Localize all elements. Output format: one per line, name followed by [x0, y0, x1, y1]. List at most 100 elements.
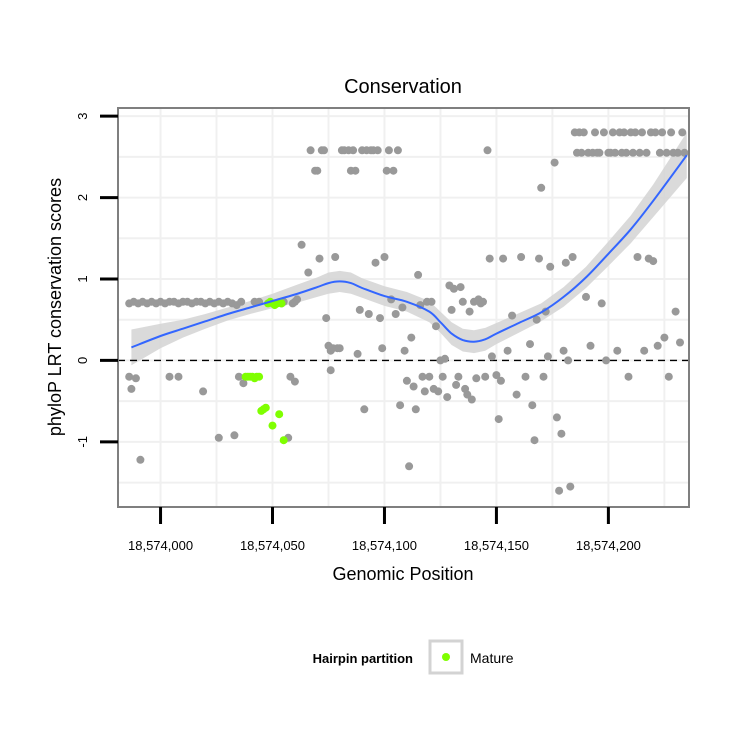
- data-point-other: [667, 128, 676, 137]
- data-point-other: [508, 311, 517, 320]
- data-point-other: [306, 146, 315, 155]
- mature-points: [241, 297, 288, 445]
- data-point-other: [456, 283, 465, 292]
- data-point-mature: [255, 372, 264, 381]
- data-point-other: [561, 258, 570, 267]
- data-point-other: [434, 387, 443, 396]
- data-point-other: [304, 268, 313, 277]
- data-point-other: [629, 148, 637, 157]
- data-point-other: [658, 128, 667, 137]
- data-point-other: [371, 258, 380, 267]
- x-tick-label: 18,574,150: [464, 538, 529, 553]
- data-point-other: [651, 128, 660, 137]
- data-point-other: [458, 297, 467, 306]
- data-point-other: [420, 387, 429, 396]
- data-point-other: [591, 128, 599, 137]
- data-point-other: [382, 166, 391, 175]
- data-point-other: [640, 346, 649, 355]
- plot-panel: [117, 107, 690, 508]
- data-point-other: [622, 148, 631, 157]
- data-point-other: [481, 372, 490, 381]
- data-point-other: [393, 146, 402, 155]
- data-point-other: [380, 253, 389, 261]
- data-point-other: [465, 307, 474, 316]
- data-point-other: [322, 314, 331, 323]
- data-point-other: [633, 253, 642, 261]
- data-point-other: [496, 376, 505, 385]
- data-point-other: [373, 146, 382, 155]
- data-point-other: [447, 305, 456, 314]
- y-tick-label: 1: [75, 275, 90, 282]
- data-point-other: [384, 146, 393, 155]
- data-point-other: [608, 128, 617, 137]
- data-point-other: [355, 305, 364, 314]
- data-point-other: [360, 405, 369, 414]
- data-point-other: [131, 374, 140, 383]
- data-point-other: [555, 486, 564, 495]
- data-point-other: [237, 297, 246, 306]
- x-tick-label: 18,574,000: [128, 538, 193, 553]
- data-point-other: [595, 148, 604, 157]
- data-point-other: [414, 270, 423, 279]
- data-point-other: [582, 292, 590, 301]
- data-point-other: [678, 128, 687, 137]
- data-point-other: [662, 148, 671, 157]
- data-point-other: [597, 299, 606, 308]
- data-point-other: [405, 462, 414, 471]
- data-point-other: [214, 433, 223, 442]
- panel-border: [117, 107, 690, 508]
- data-point-other: [635, 148, 644, 157]
- data-point-other: [517, 253, 526, 261]
- x-tick-label: 18,574,100: [352, 538, 417, 553]
- data-point-other: [378, 344, 387, 353]
- data-point-other: [512, 390, 521, 399]
- data-point-other: [485, 254, 494, 263]
- data-point-other: [530, 436, 539, 445]
- legend: Hairpin partition Mature: [313, 639, 514, 675]
- data-point-mature: [275, 410, 284, 419]
- data-point-other: [418, 372, 427, 381]
- data-point-other: [494, 415, 503, 424]
- smooth-line-path: [131, 154, 688, 349]
- smooth-trend-line: [131, 154, 688, 349]
- data-point-other: [472, 374, 481, 383]
- data-point-other: [400, 346, 409, 355]
- data-point-other: [492, 371, 501, 380]
- data-point-other: [234, 372, 243, 381]
- data-point-other: [642, 148, 651, 157]
- data-point-other: [174, 372, 183, 381]
- data-point-other: [443, 393, 452, 402]
- data-point-other: [364, 310, 373, 318]
- data-point-other: [559, 346, 568, 355]
- data-point-other: [407, 333, 416, 342]
- data-point-other: [631, 128, 640, 137]
- x-axis: 18,574,000 18,574,050 18,574,100 18,574,150…: [128, 507, 641, 553]
- data-point-other: [541, 307, 550, 316]
- data-point-other: [680, 148, 689, 157]
- data-point-other: [293, 295, 302, 304]
- data-point-other: [467, 395, 476, 404]
- data-point-other: [566, 482, 575, 491]
- x-tick-label: 18,574,200: [576, 538, 641, 553]
- data-point-other: [398, 303, 407, 312]
- data-point-other: [676, 338, 684, 347]
- data-point-other: [557, 429, 566, 438]
- data-point-other: [564, 356, 573, 365]
- data-point-other: [611, 148, 620, 157]
- x-tick-label: 18,574,050: [240, 538, 305, 553]
- data-point-other: [389, 166, 398, 175]
- data-point-other: [402, 376, 411, 385]
- y-tick-label: 3: [75, 113, 90, 120]
- data-point-other: [165, 372, 174, 381]
- data-point-other: [425, 372, 434, 381]
- data-point-other: [599, 128, 608, 137]
- data-point-other: [326, 366, 335, 375]
- data-point-other: [331, 253, 340, 261]
- data-point-other: [503, 346, 512, 355]
- chart-title: Conservation: [344, 76, 462, 98]
- data-point-other: [483, 146, 492, 155]
- data-point-other: [411, 405, 420, 414]
- data-point-other: [313, 166, 322, 175]
- data-point-other: [655, 148, 664, 157]
